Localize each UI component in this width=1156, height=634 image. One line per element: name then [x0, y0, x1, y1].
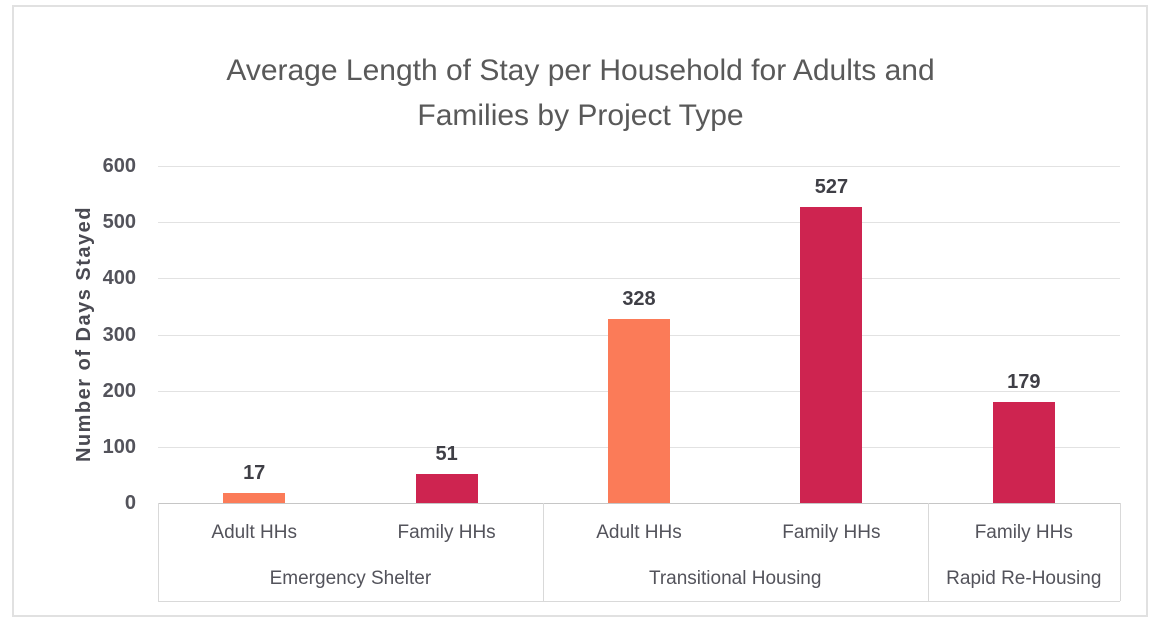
group-label: Rapid Re-Housing: [946, 568, 1102, 589]
x-axis-line: [158, 503, 1120, 504]
axis-divider: [542, 503, 544, 601]
y-tick-label: 400: [102, 267, 136, 290]
bar: [415, 474, 478, 503]
chart-title-line2: Families by Project Type: [417, 99, 744, 132]
group-label: Transitional Housing: [648, 568, 822, 589]
axis-divider: [927, 503, 929, 601]
y-tick-label: 200: [102, 379, 136, 402]
y-tick-label: 300: [102, 323, 136, 346]
y-tick-label: 100: [102, 435, 136, 458]
bar-value-label: 17: [243, 462, 266, 485]
category-label: Adult HHs: [211, 522, 297, 543]
bar: [608, 318, 670, 503]
axis-divider: [1120, 503, 1121, 601]
bar-value-label: 328: [622, 287, 656, 310]
axis-bottom-border: [158, 601, 1120, 602]
chart-border-frame: [12, 5, 1148, 617]
y-tick-label: 500: [102, 211, 136, 234]
y-tick-label: 0: [124, 492, 136, 514]
bar: [800, 207, 863, 503]
gridline: [158, 166, 1120, 167]
category-label: Family HHs: [397, 522, 496, 543]
category-label: Adult HHs: [596, 522, 682, 543]
bar: [223, 493, 286, 503]
y-tick-label: 600: [102, 155, 136, 177]
bar-value-label: 179: [1007, 371, 1041, 394]
bar-value-label: 527: [814, 176, 849, 198]
bar-value-label: 51: [435, 443, 458, 466]
gridline: [158, 278, 1120, 280]
axis-divider: [158, 503, 159, 601]
category-label: Family HHs: [782, 522, 881, 543]
bar: [992, 402, 1055, 503]
group-label: Emergency Shelter: [269, 568, 432, 589]
chart-title-line1: Average Length of Stay per Household for…: [226, 54, 935, 87]
category-label: Family HHs: [974, 522, 1073, 543]
chart-title: Average Length of Stay per Household for…: [13, 48, 1148, 138]
gridline: [158, 222, 1120, 224]
